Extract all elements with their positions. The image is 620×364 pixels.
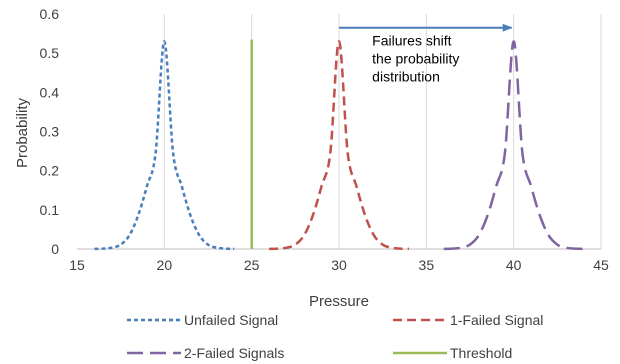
annotation-line: the probability bbox=[372, 50, 459, 66]
series-line-2 bbox=[269, 40, 409, 251]
legend-label: Unfailed Signal bbox=[184, 312, 278, 328]
x-tick-label: 15 bbox=[69, 257, 85, 273]
series-layer bbox=[94, 39, 584, 251]
y-axis-title: Probability bbox=[14, 97, 31, 168]
series-line-1 bbox=[94, 40, 235, 251]
x-tick-label: 45 bbox=[593, 257, 609, 273]
legend: Unfailed Signal 1-Failed Signal 2-Failed S… bbox=[127, 312, 543, 361]
x-tick-label: 40 bbox=[506, 257, 522, 273]
annotation: Failures shift the probability distributio… bbox=[339, 23, 513, 84]
series-line-3 bbox=[443, 40, 584, 251]
y-tick-label: 0.6 bbox=[40, 6, 60, 22]
y-tick-label: 0 bbox=[51, 241, 59, 257]
y-tick-label: 0.4 bbox=[40, 84, 60, 100]
y-tick-label: 0.2 bbox=[40, 163, 60, 179]
y-tick-label: 0.3 bbox=[40, 124, 60, 140]
legend-label: 1-Failed Signal bbox=[450, 312, 543, 328]
y-tick-label: 0.5 bbox=[40, 45, 60, 61]
tick-labels: 15 20 25 30 35 40 45 0 0.1 0.2 0.3 0.4 0.5 0.6 bbox=[40, 6, 609, 273]
annotation-line: distribution bbox=[372, 68, 440, 84]
legend-label: 2-Failed Signals bbox=[184, 345, 284, 361]
x-tick-label: 25 bbox=[244, 257, 260, 273]
gridlines bbox=[163, 14, 602, 249]
y-tick-label: 0.1 bbox=[40, 202, 60, 218]
x-axis-title: Pressure bbox=[309, 293, 369, 310]
x-tick-label: 30 bbox=[331, 257, 347, 273]
legend-label: Threshold bbox=[450, 345, 512, 361]
annotation-line: Failures shift bbox=[372, 32, 451, 48]
x-tick-label: 20 bbox=[157, 257, 173, 273]
x-tick-label: 35 bbox=[419, 257, 435, 273]
